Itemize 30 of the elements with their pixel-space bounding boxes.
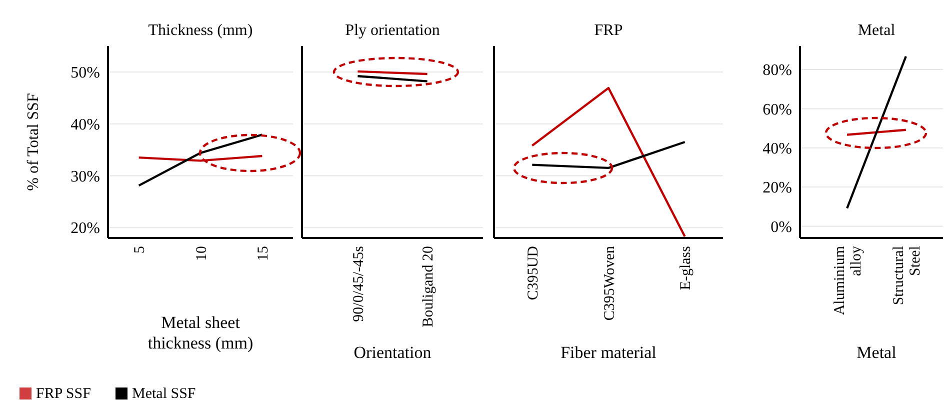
- y-tick-label: 40%: [762, 140, 792, 158]
- y-tick-label: 20%: [762, 180, 792, 197]
- x-tick-label: 15: [255, 246, 272, 261]
- y-tick-label: 40%: [70, 116, 100, 134]
- x-tick-label: Bouligand 20: [420, 246, 437, 328]
- x-axis-title: Orientation: [354, 343, 432, 362]
- chart-title: Thickness (mm): [148, 22, 253, 39]
- x-tick-label: C395UD: [525, 246, 542, 300]
- chart-title: FRP: [594, 22, 623, 39]
- y-tick-label: 50%: [70, 64, 100, 82]
- chart-title: Ply orientation: [345, 22, 440, 39]
- chart-title: Metal: [858, 22, 896, 39]
- y-axis-title: % of Total SSF: [25, 93, 42, 191]
- y-tick-label: 0%: [770, 218, 792, 236]
- x-axis-title: Fiber material: [560, 343, 657, 362]
- x-tick-label: 10: [194, 246, 210, 261]
- x-axis-title: Metal: [856, 343, 897, 362]
- legend-label: FRP SSF: [36, 386, 91, 402]
- y-tick-label: 60%: [762, 101, 792, 118]
- x-tick-label: 5: [132, 246, 148, 254]
- y-tick-label: 80%: [762, 62, 792, 80]
- x-tick-label: Aluminium alloy: [832, 246, 865, 316]
- legend-label: Metal SSF: [132, 386, 196, 402]
- y-tick-label: 20%: [70, 220, 100, 238]
- x-tick-label: 90/0/45/-45s: [350, 246, 367, 322]
- y-tick-label: 30%: [70, 168, 100, 186]
- x-tick-label: Structural Steel: [890, 246, 924, 306]
- x-axis-title: Metal sheet thickness (mm): [148, 313, 254, 352]
- x-tick-label: C395Woven: [602, 246, 618, 321]
- x-tick-label: E-glass: [678, 246, 694, 290]
